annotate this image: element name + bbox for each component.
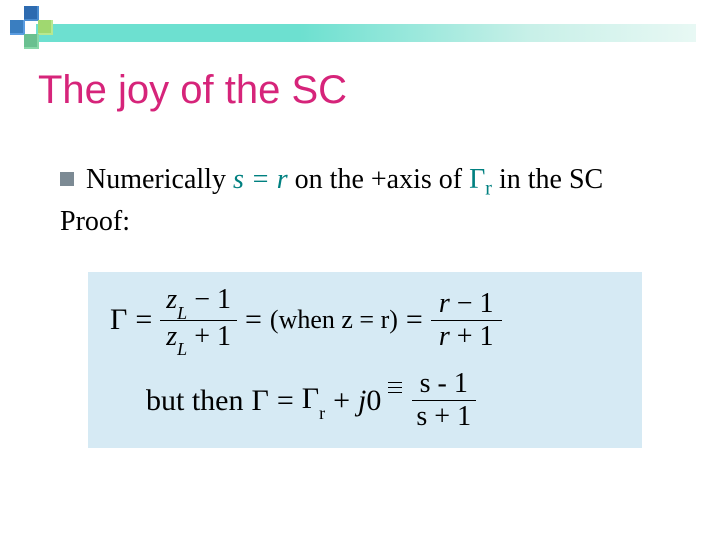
proof-label: Proof:	[60, 206, 130, 238]
logo-block	[38, 20, 53, 35]
bullet-item: Numerically s = r on the +axis of Γr in …	[60, 164, 690, 201]
slide-title: The joy of the SC	[38, 68, 347, 113]
equation-line-1: Γ = zL − 1 zL + 1 = (when z = r) = r − 1…	[106, 286, 624, 354]
slide-logo	[10, 6, 60, 48]
equation-line-2: but then Γ = Γr + j0 s - 1 s + 1	[106, 370, 636, 431]
fraction: s - 1 s + 1	[408, 370, 479, 431]
identity-symbol	[385, 384, 404, 418]
bullet-icon	[60, 172, 74, 186]
logo-block	[10, 20, 25, 35]
fraction: r − 1 r + 1	[431, 290, 502, 351]
fraction: zL − 1 zL + 1	[160, 286, 237, 354]
logo-block	[24, 34, 39, 49]
logo-block	[24, 6, 39, 21]
bullet-text: Numerically s = r on the +axis of Γr in …	[86, 164, 603, 201]
header-accent-bar	[36, 24, 696, 42]
equation-box: Γ = zL − 1 zL + 1 = (when z = r) = r − 1…	[88, 272, 642, 448]
